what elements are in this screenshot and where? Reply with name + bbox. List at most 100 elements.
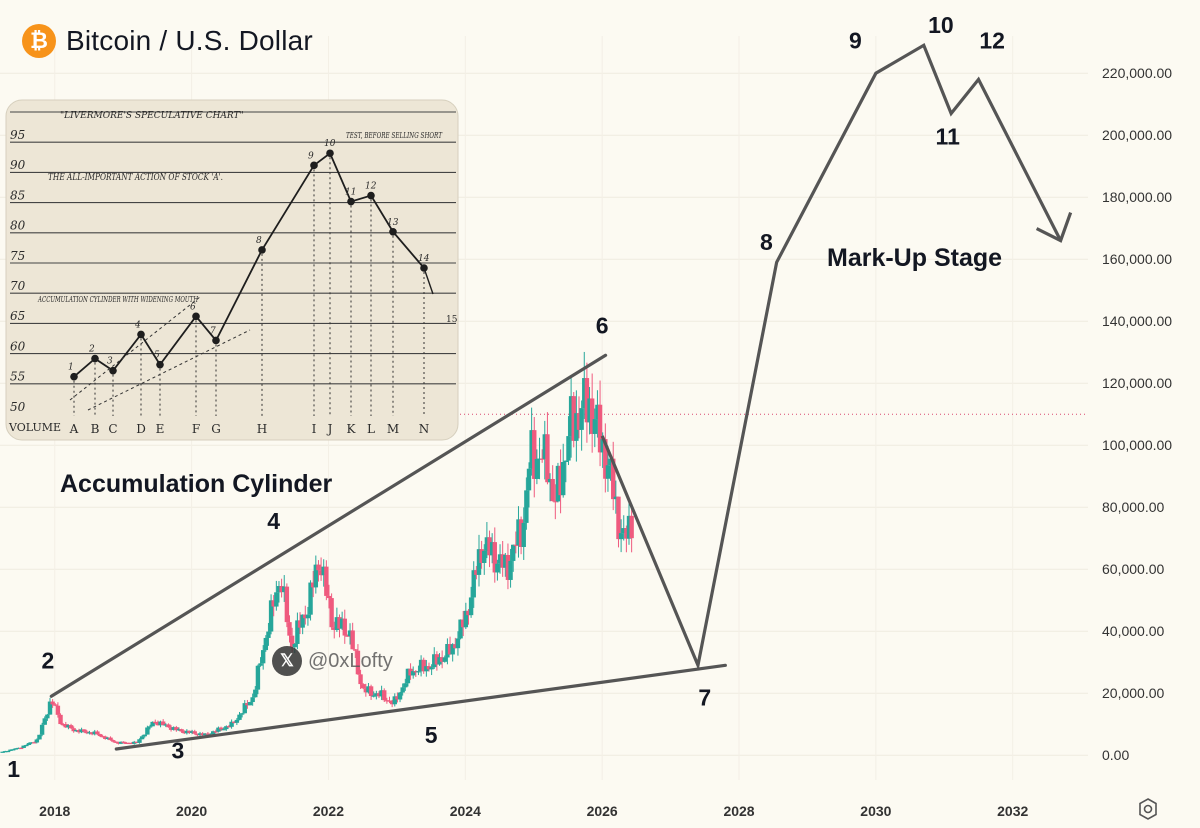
accumulation-label: Accumulation Cylinder bbox=[60, 470, 333, 498]
candle-body bbox=[305, 614, 311, 619]
candle-body bbox=[376, 693, 382, 697]
inset-subtitle: THE ALL-IMPORTANT ACTION OF STOCK 'A'. bbox=[48, 173, 223, 183]
candle-body bbox=[205, 733, 211, 735]
candle-body bbox=[458, 619, 463, 639]
candle-body bbox=[332, 627, 337, 630]
candle-body bbox=[295, 620, 300, 644]
inset-y-label: 55 bbox=[10, 370, 25, 384]
candle-body bbox=[542, 434, 547, 459]
chart-title: Bitcoin / U.S. Dollar bbox=[66, 25, 313, 56]
y-tick-label: 20,000.00 bbox=[1102, 685, 1164, 701]
inset-point bbox=[258, 246, 266, 254]
candle-body bbox=[32, 742, 37, 744]
candle-body bbox=[95, 731, 100, 735]
candle-body bbox=[110, 740, 116, 742]
candle-body bbox=[153, 721, 158, 724]
candle-body bbox=[297, 620, 303, 628]
candle-body bbox=[60, 724, 66, 726]
candle-body bbox=[247, 702, 253, 706]
candle-body bbox=[58, 714, 63, 725]
candle-body bbox=[424, 666, 429, 672]
candle-body bbox=[139, 736, 145, 740]
inset-y-label: 90 bbox=[10, 158, 26, 172]
inset-point-number: 14 bbox=[418, 254, 430, 264]
candle-body bbox=[108, 737, 113, 741]
settings-gear-icon[interactable] bbox=[1136, 797, 1160, 821]
inset-point-number: 6 bbox=[190, 302, 196, 312]
inset-point bbox=[156, 360, 164, 369]
candle-body bbox=[282, 586, 287, 593]
candle-body bbox=[366, 686, 371, 693]
candle-body bbox=[432, 654, 437, 668]
candle-body bbox=[237, 714, 242, 720]
candle-body bbox=[253, 689, 258, 698]
trendlines bbox=[49, 353, 727, 751]
candle-body bbox=[53, 704, 58, 706]
inset-point-number: 2 bbox=[88, 345, 95, 355]
y-tick-label: 100,000.00 bbox=[1102, 437, 1172, 453]
candle-body bbox=[500, 554, 505, 568]
inset-point bbox=[326, 149, 334, 158]
candle-body bbox=[595, 404, 600, 420]
candle-body bbox=[97, 734, 103, 737]
candle-body bbox=[558, 465, 563, 496]
candle-body bbox=[466, 610, 471, 616]
candle-body bbox=[166, 724, 171, 728]
inset-y-label: 50 bbox=[10, 400, 26, 414]
candle-body bbox=[603, 439, 608, 479]
candle-body bbox=[42, 718, 47, 725]
x-tick-label: 2026 bbox=[587, 803, 618, 819]
candle-body bbox=[611, 458, 616, 500]
candle-body bbox=[118, 741, 124, 744]
y-axis[interactable]: 0.00 20,000.00 40,000.00 60,000.00 80,000.00… bbox=[1102, 65, 1172, 763]
candle-body bbox=[418, 659, 424, 672]
candle-body bbox=[597, 404, 603, 453]
inset-letter: D bbox=[136, 422, 146, 436]
inset-letter: B bbox=[91, 422, 100, 436]
inset-y-label: 70 bbox=[10, 279, 26, 293]
candle-body bbox=[379, 690, 384, 697]
candle-body bbox=[45, 714, 50, 719]
candle-body bbox=[403, 683, 408, 688]
candle-body bbox=[155, 722, 161, 726]
wave-label: 7 bbox=[698, 685, 711, 711]
trendline-lower bbox=[114, 663, 727, 751]
candle-body bbox=[26, 743, 32, 745]
candle-body bbox=[142, 734, 147, 737]
bitcoin-icon: ₿ bbox=[22, 24, 56, 58]
candle-body bbox=[16, 747, 21, 750]
candle-body bbox=[353, 649, 358, 651]
wave-label: 10 bbox=[928, 12, 954, 38]
inset-letter: M bbox=[387, 422, 399, 436]
candle-body bbox=[629, 515, 634, 539]
candle-body bbox=[210, 731, 216, 735]
inset-point-number: 7 bbox=[210, 326, 216, 336]
candle-body bbox=[489, 542, 495, 556]
candle-body bbox=[213, 731, 219, 733]
watermark-handle: @0xLofty bbox=[308, 649, 393, 672]
candle-body bbox=[218, 727, 224, 730]
candle-body bbox=[497, 554, 503, 564]
candle-body bbox=[24, 744, 29, 747]
inset-point-number: 5 bbox=[154, 351, 160, 361]
candle-body bbox=[89, 732, 95, 735]
inset-point bbox=[212, 336, 220, 345]
x-tick-label: 2028 bbox=[723, 803, 754, 819]
candle-body bbox=[258, 663, 263, 666]
candle-body bbox=[350, 630, 355, 650]
candle-body bbox=[474, 570, 479, 575]
candle-body bbox=[195, 733, 200, 736]
candle-body bbox=[503, 554, 508, 568]
candle-body bbox=[274, 592, 279, 607]
candle-body bbox=[34, 739, 40, 743]
candle-body bbox=[566, 436, 571, 461]
candle-body bbox=[579, 408, 584, 430]
candle-body bbox=[179, 729, 184, 732]
candle-body bbox=[187, 730, 192, 733]
y-tick-label: 220,000.00 bbox=[1102, 65, 1172, 81]
candle-body bbox=[345, 635, 350, 637]
candle-body bbox=[76, 730, 82, 733]
x-axis[interactable]: 2018 2020 2022 2024 2026 2028 2030 2032 bbox=[39, 803, 1028, 819]
candle-body bbox=[326, 595, 332, 599]
